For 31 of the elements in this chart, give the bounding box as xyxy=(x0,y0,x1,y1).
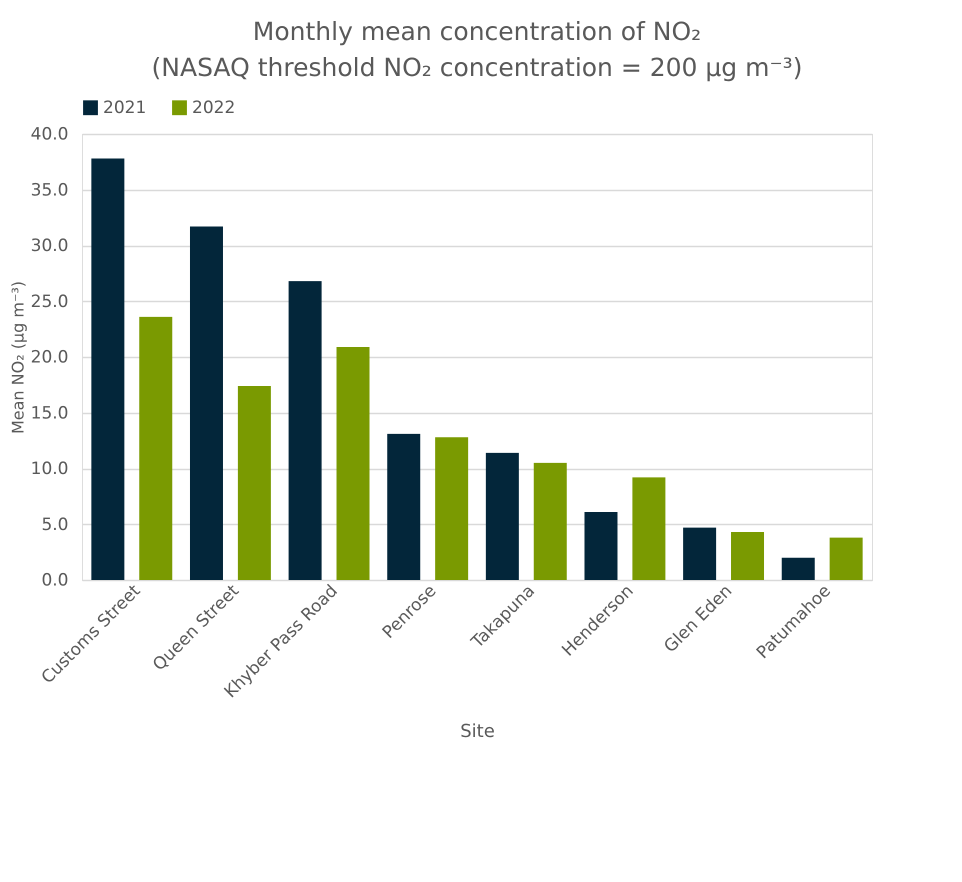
y-tick-label: 15.0 xyxy=(30,403,68,424)
bar xyxy=(190,226,223,580)
y-tick-label: 25.0 xyxy=(30,292,68,312)
text: Monthly mean concentration of NO₂ xyxy=(252,17,702,46)
y-tick-label: 20.0 xyxy=(30,348,68,368)
bar xyxy=(534,462,567,580)
legend-label: 2021 xyxy=(103,98,146,118)
y-tick-label: 40.0 xyxy=(30,124,68,144)
bar xyxy=(139,316,172,580)
text: (NASAQ threshold NO₂ concentration = 200 µg m⁻³) xyxy=(152,53,802,82)
legend-label: 2022 xyxy=(192,98,236,118)
bar xyxy=(830,538,863,580)
y-tick-label: 10.0 xyxy=(30,459,68,479)
y-tick-label: 5.0 xyxy=(41,514,68,535)
bar xyxy=(683,528,716,580)
bar xyxy=(435,437,468,580)
bar xyxy=(632,477,666,580)
bar xyxy=(584,512,618,580)
bar xyxy=(91,158,124,580)
x-axis-title: Site xyxy=(460,720,495,742)
bar xyxy=(486,452,519,580)
bar xyxy=(782,558,815,580)
bar xyxy=(288,281,322,580)
y-tick-label: 0.0 xyxy=(41,570,68,590)
y-tick-label: 35.0 xyxy=(30,180,68,200)
bar xyxy=(238,386,271,580)
bar xyxy=(336,346,370,580)
bar xyxy=(387,434,420,580)
y-tick-label: 30.0 xyxy=(30,236,68,256)
y-axis-title: Mean NO₂ (µg m⁻³) xyxy=(8,280,28,434)
bar xyxy=(731,532,764,580)
